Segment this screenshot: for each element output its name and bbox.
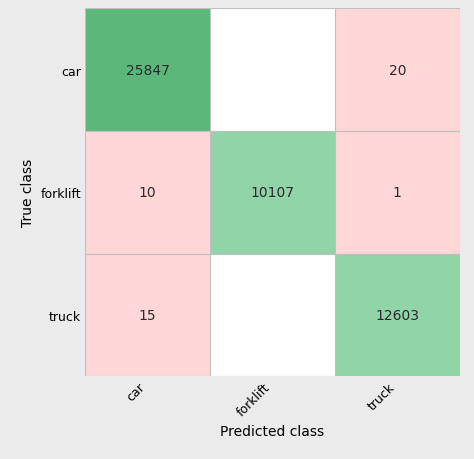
Y-axis label: True class: True class <box>21 159 35 227</box>
Text: 1: 1 <box>393 186 402 200</box>
Bar <box>210 9 335 132</box>
Bar <box>85 254 210 376</box>
Bar <box>210 254 335 376</box>
Bar <box>85 132 210 254</box>
Bar <box>210 132 335 254</box>
Bar <box>85 9 210 132</box>
Bar <box>335 132 460 254</box>
Bar <box>335 254 460 376</box>
X-axis label: Predicted class: Predicted class <box>220 424 325 438</box>
Text: 25847: 25847 <box>126 63 170 78</box>
Bar <box>335 9 460 132</box>
Text: 15: 15 <box>139 308 156 322</box>
Text: 12603: 12603 <box>375 308 419 322</box>
Text: 20: 20 <box>389 63 406 78</box>
Text: 10: 10 <box>139 186 156 200</box>
Text: 10107: 10107 <box>251 186 294 200</box>
